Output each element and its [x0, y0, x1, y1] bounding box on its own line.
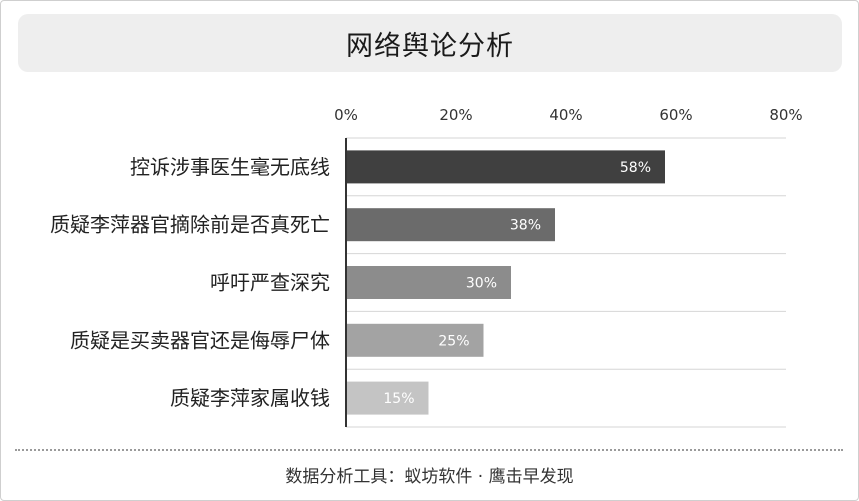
bar: [346, 150, 665, 184]
data-label: 30%: [466, 276, 497, 292]
x-tick-label: 40%: [549, 106, 582, 124]
category-label: 控诉涉事医生毫无底线: [130, 155, 330, 179]
bar: [346, 381, 429, 415]
x-tick-label: 20%: [439, 106, 472, 124]
chart-title: 网络舆论分析: [346, 30, 514, 62]
category-label: 质疑李萍家属收钱: [170, 386, 330, 410]
x-tick-label: 80%: [769, 106, 802, 124]
footer-source: 数据分析工具：蚁坊软件 · 鹰击早发现: [285, 466, 574, 487]
data-label: 38%: [510, 218, 541, 234]
bar: [346, 266, 511, 299]
bar: [346, 208, 555, 242]
category-label: 质疑是买卖器官还是侮辱尸体: [70, 328, 330, 352]
footer-divider: [15, 449, 843, 451]
bar: [346, 323, 484, 357]
x-tick-label: 60%: [659, 106, 692, 124]
data-label: 58%: [620, 160, 651, 176]
x-tick-label: 0%: [334, 106, 358, 124]
chart-title-box: 网络舆论分析: [18, 14, 842, 72]
data-label: 15%: [383, 391, 414, 407]
data-label: 25%: [438, 333, 469, 349]
category-label: 质疑李萍器官摘除前是否真死亡: [50, 213, 330, 237]
category-label: 呼吁严查深究: [210, 271, 330, 295]
